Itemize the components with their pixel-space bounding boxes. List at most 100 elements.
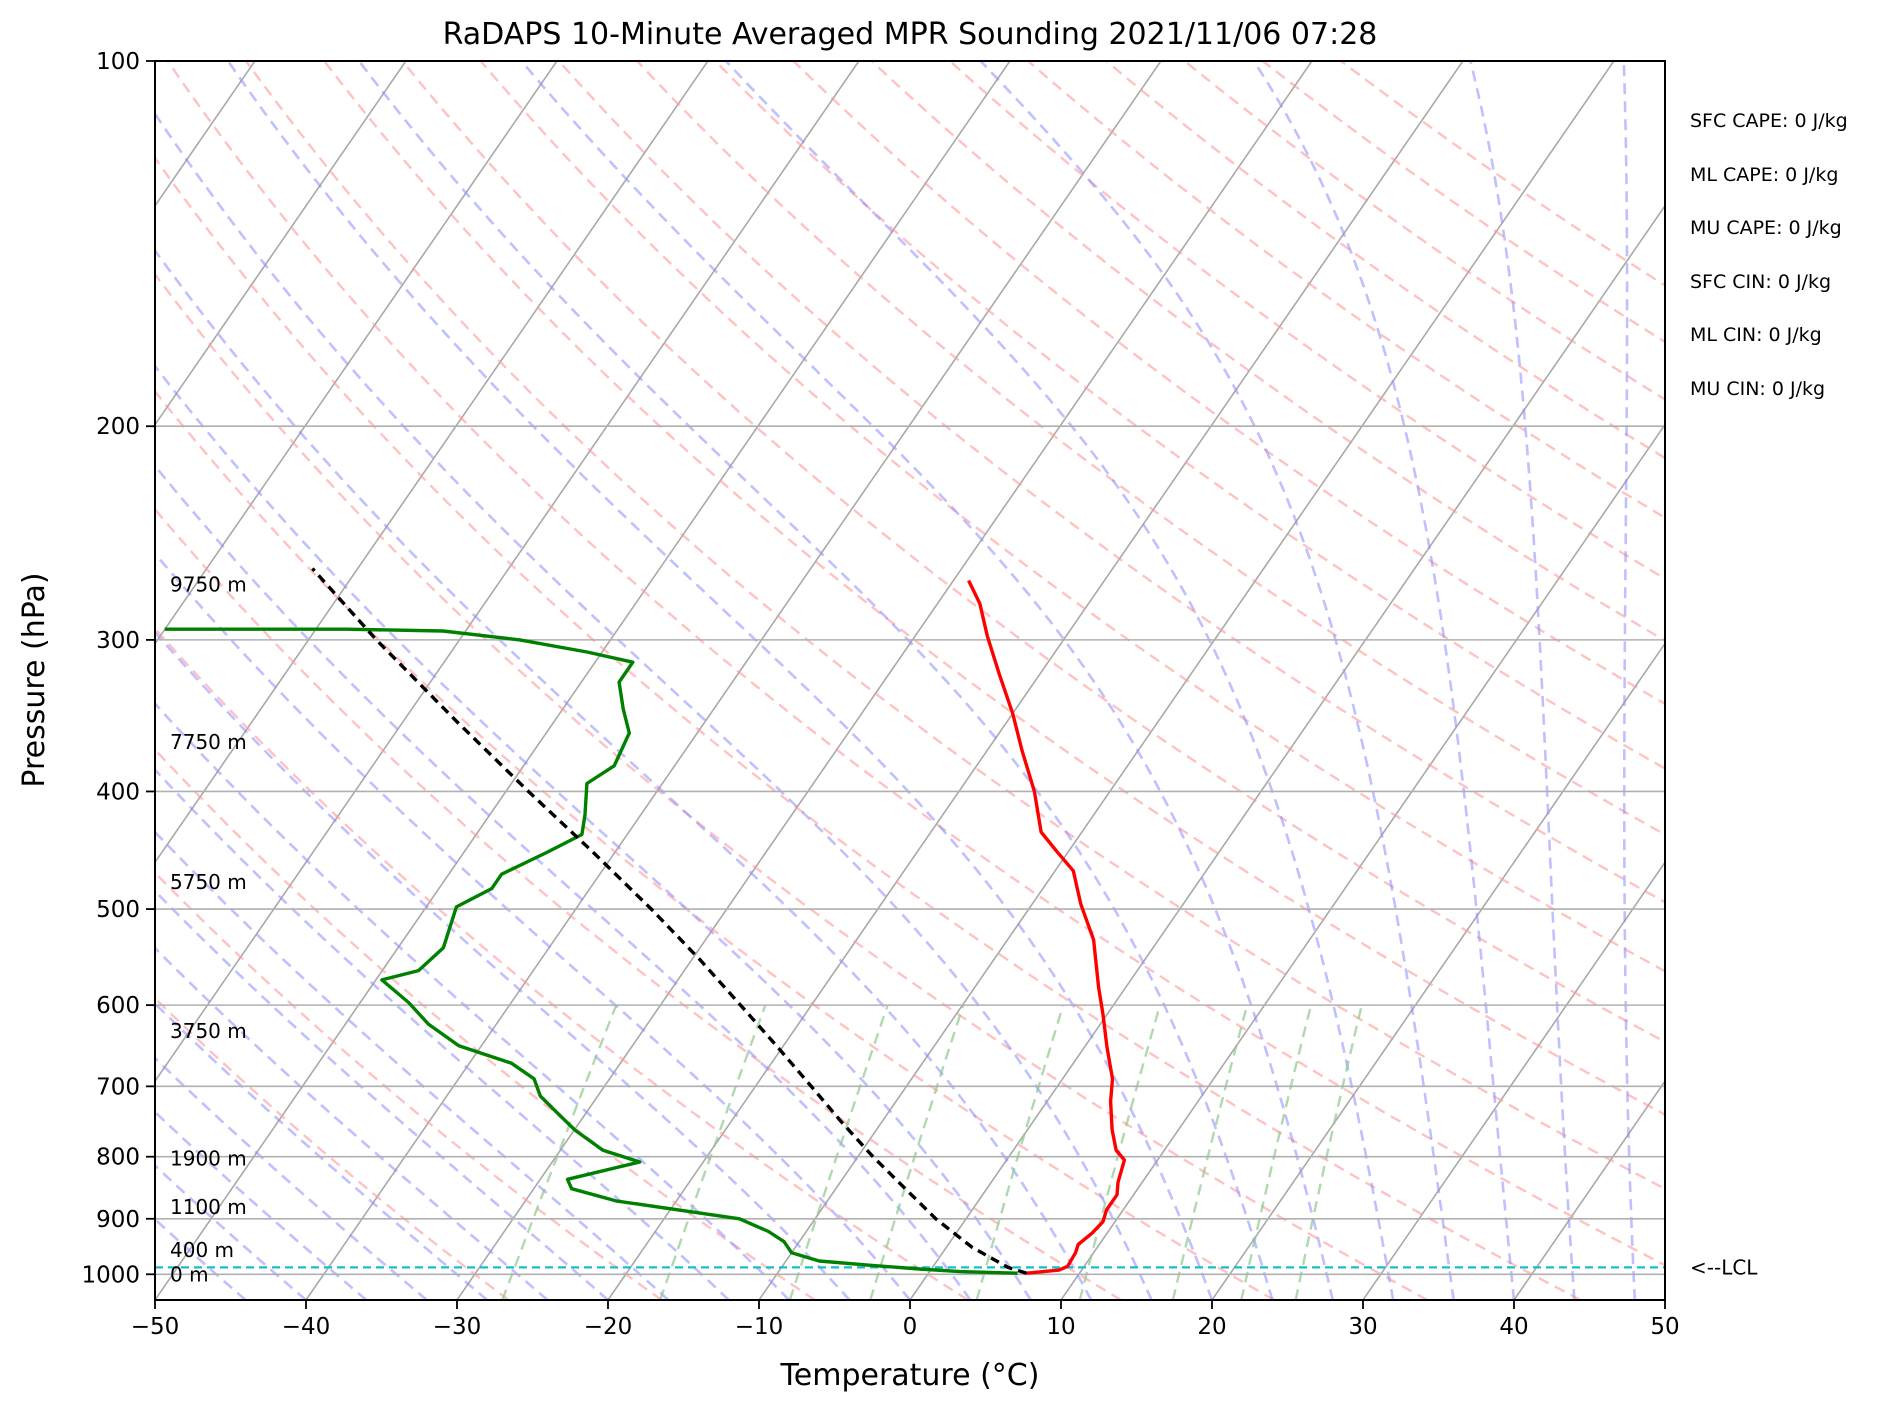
- x-tick-label: −40: [282, 1314, 331, 1340]
- sfc-cape-stat: SFC CAPE: 0 J/kg: [1690, 110, 1848, 132]
- moist-adiabat-line: [155, 551, 912, 1300]
- y-axis-label: Pressure (hPa): [17, 572, 52, 787]
- height-label: 400 m: [170, 1238, 234, 1262]
- dry-adiabat-line: [870, 61, 1665, 643]
- isotherm-line: [1816, 61, 1882, 1300]
- isotherm-line: [1513, 1079, 1665, 1300]
- height-label: 0 m: [170, 1262, 209, 1286]
- height-label: 9750 m: [170, 572, 247, 596]
- dry-adiabat-line: [714, 61, 1665, 770]
- moist-adiabat-line: [155, 1056, 428, 1300]
- moist-adiabat-line: [155, 946, 549, 1300]
- moist-adiabat-line: [155, 364, 1032, 1300]
- dry-adiabat-line: [155, 747, 816, 1300]
- mixing-ratio-line: [1171, 1004, 1249, 1300]
- mixing-ratio-line: [975, 1004, 1065, 1300]
- dry-adiabat-line: [155, 272, 1428, 1300]
- dry-adiabat-line: [401, 61, 1665, 1044]
- moist-adiabat-line: [155, 111, 1153, 1300]
- mu-cape-stat: MU CAPE: 0 J/kg: [1690, 217, 1842, 239]
- dry-adiabat-line: [155, 996, 510, 1300]
- dewpoint-profile: [164, 627, 1018, 1275]
- isotherm-line: [155, 61, 558, 645]
- isotherm-line: [456, 61, 1313, 1300]
- x-tick-label: −20: [584, 1314, 633, 1340]
- dry-adiabat-line: [636, 61, 1665, 836]
- mixing-ratio-line: [1240, 1004, 1313, 1300]
- height-label: 1900 m: [170, 1147, 247, 1171]
- ml-cin-stat: ML CIN: 0 J/kg: [1690, 324, 1822, 346]
- y-tick-label: 700: [96, 1074, 140, 1100]
- moist-adiabat-line: [979, 61, 1455, 1300]
- moist-adiabat-line: [155, 1110, 368, 1300]
- moist-adiabat-line: [155, 630, 851, 1300]
- mixing-ratio-line: [788, 1004, 889, 1300]
- moist-adiabat-line: [1252, 61, 1516, 1300]
- dry-adiabat-line: [1183, 61, 1665, 401]
- chart-title: RaDAPS 10-Minute Averaged MPR Sounding 2…: [443, 17, 1378, 52]
- y-tick-label: 400: [96, 779, 140, 805]
- moist-adiabat-line: [155, 248, 1093, 1300]
- height-label: 5750 m: [170, 870, 247, 894]
- isotherm-line: [607, 61, 1464, 1300]
- parcel-profile: [311, 567, 1028, 1275]
- y-tick-label: 1000: [81, 1262, 140, 1288]
- dry-adiabat-line: [1262, 61, 1665, 344]
- dry-adiabat-line: [155, 507, 1122, 1300]
- height-label: 7750 m: [170, 730, 247, 754]
- moist-adiabat-line: [155, 830, 670, 1300]
- moist-adiabat-line: [155, 1001, 489, 1300]
- x-tick-label: 30: [1348, 1314, 1377, 1340]
- y-tick-label: 800: [96, 1145, 140, 1171]
- isotherm-line: [155, 61, 407, 427]
- isotherm-line: [155, 61, 1011, 1300]
- moist-adiabat-line: [520, 61, 1335, 1300]
- x-tick-label: 50: [1650, 1314, 1679, 1340]
- lcl-label: <--LCL: [1690, 1255, 1758, 1279]
- dry-adiabat-line: [557, 61, 1665, 904]
- isotherm-line: [1664, 1298, 1665, 1300]
- mixing-ratio-line: [658, 1004, 767, 1300]
- y-tick-label: 200: [96, 414, 140, 440]
- height-label: 3750 m: [170, 1019, 247, 1043]
- dry-adiabat-line: [1027, 61, 1665, 520]
- dry-adiabat-line: [1105, 61, 1665, 460]
- ml-cape-stat: ML CAPE: 0 J/kg: [1690, 164, 1839, 186]
- x-axis-label: Temperature (°C): [780, 1358, 1040, 1393]
- moist-adiabat-line: [1622, 61, 1637, 1300]
- y-tick-label: 100: [96, 49, 140, 75]
- mixing-ratio-line: [869, 1004, 965, 1300]
- y-tick-label: 500: [96, 897, 140, 923]
- mu-cin-stat: MU CIN: 0 J/kg: [1690, 378, 1826, 400]
- sfc-cin-stat: SFC CIN: 0 J/kg: [1690, 271, 1832, 293]
- moist-adiabat-line: [155, 889, 609, 1300]
- temperature-profile: [967, 579, 1127, 1275]
- x-tick-label: −10: [735, 1314, 784, 1340]
- dry-adiabat-line: [792, 61, 1665, 706]
- isotherm-line: [909, 204, 1665, 1300]
- dry-adiabat-line: [1340, 61, 1665, 287]
- x-tick-label: 20: [1197, 1314, 1226, 1340]
- dry-adiabat-line: [949, 61, 1665, 581]
- moist-adiabat-line: [1692, 61, 1740, 1300]
- sounding-profiles: [164, 567, 1127, 1275]
- plot-frame: [154, 60, 1666, 1301]
- isotherm-line: [305, 61, 1162, 1300]
- moist-adiabat-line: [1469, 61, 1576, 1300]
- x-tick-label: −50: [131, 1314, 180, 1340]
- moist-adiabat-line: [155, 463, 972, 1300]
- dry-adiabat-line: [155, 155, 1581, 1300]
- moist-adiabat-line: [155, 767, 730, 1300]
- dry-adiabat-line: [155, 871, 663, 1300]
- isotherm-line: [155, 61, 709, 864]
- isotherm-line: [1211, 642, 1665, 1300]
- height-label: 1100 m: [170, 1195, 247, 1219]
- axes: <--LCL −50 −40 −30 −20 −10 0 10 20 30 40 50 100 200 30…: [81, 49, 1758, 1340]
- isotherm-line: [1362, 860, 1665, 1300]
- y-tick-label: 600: [96, 993, 140, 1019]
- moist-adiabat-line: [357, 61, 1274, 1300]
- dry-adiabat-line: [155, 626, 969, 1300]
- x-tick-label: 10: [1046, 1314, 1075, 1340]
